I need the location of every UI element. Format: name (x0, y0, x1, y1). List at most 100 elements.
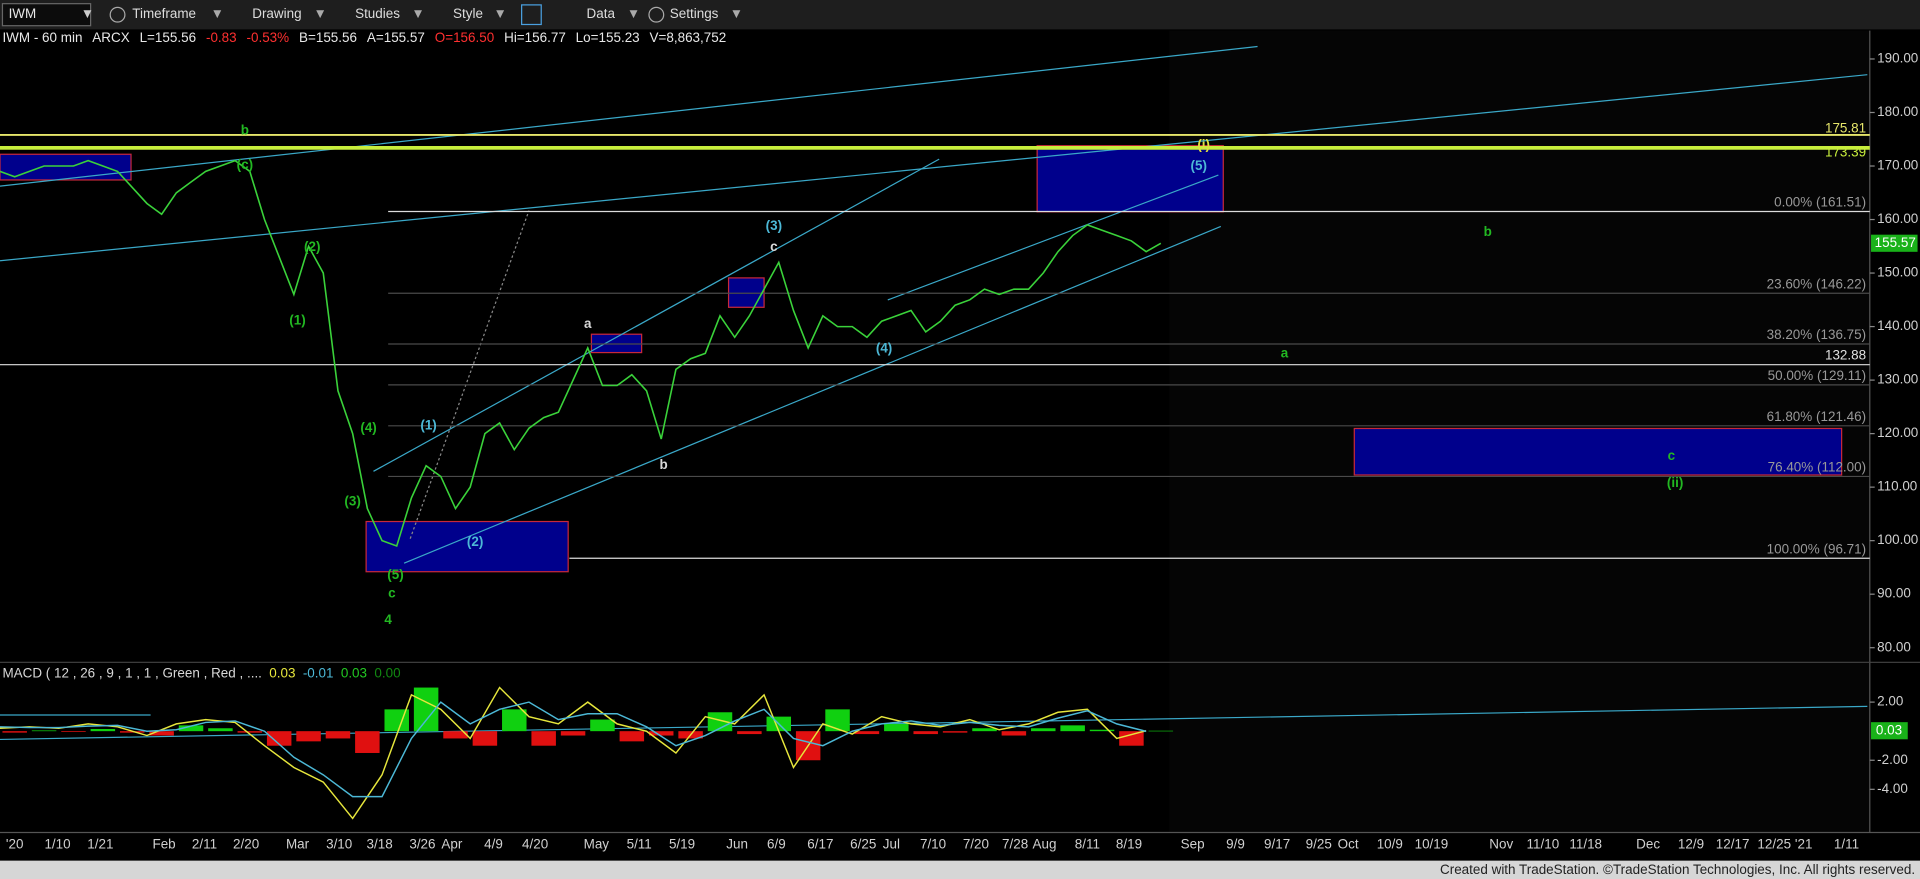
histogram-bar (325, 731, 351, 739)
trend-line (403, 225, 1222, 564)
histogram-bar (90, 728, 116, 732)
x-tick-label: 12/17 (1716, 836, 1750, 851)
x-tick-label: 8/11 (1075, 836, 1100, 851)
wave-label: c (388, 585, 396, 600)
icon (648, 6, 665, 23)
icon (109, 6, 126, 23)
toolbar-item[interactable]: Style (453, 6, 483, 21)
x-tick-label: 1/10 (44, 836, 70, 851)
x-tick-label: 1/21 (87, 836, 113, 851)
wave-label: b (241, 123, 249, 138)
header-part: Hi=156.77 (504, 30, 566, 45)
symbol-line: IWM - 60 min ARCX L=155.56 -0.83 -0.53% … (2, 30, 726, 45)
macd-line (0, 701, 1147, 798)
x-tick-label: 7/10 (920, 836, 946, 851)
header-part: -0.83 (206, 30, 237, 45)
dropdown-arrow: ▼ (627, 6, 640, 21)
header-part: O=156.50 (435, 30, 494, 45)
x-tick-label: Apr (441, 836, 462, 851)
histogram-bar (1089, 729, 1115, 732)
zone-box (0, 153, 132, 181)
value-tag-box (1871, 722, 1908, 740)
dropdown-arrow: ▼ (313, 6, 326, 21)
x-tick-label: 3/10 (326, 836, 352, 851)
y-tick-label: 160.00 (1877, 211, 1918, 226)
histogram-bar (854, 731, 880, 735)
wave-label: (i) (1197, 137, 1210, 152)
toolbar-item[interactable]: Settings (670, 6, 719, 21)
wave-label: (3) (344, 493, 360, 508)
wave-label: a (1281, 345, 1289, 360)
dropdown-arrow: ▼ (411, 6, 424, 21)
x-tick-label: 12/25 (1757, 836, 1791, 851)
symbol[interactable]: IWM (9, 6, 37, 21)
histogram-bar (972, 728, 997, 732)
histogram-bar (1119, 731, 1144, 746)
x-tick-label: 10/19 (1415, 836, 1449, 851)
wave-label: (4) (360, 420, 376, 435)
header-part: 0.03 (269, 665, 295, 680)
x-tick-label: 4/9 (484, 836, 503, 851)
x-tick-label: Oct (1338, 836, 1359, 851)
histogram-bar (648, 731, 674, 736)
macd-header: MACD ( 12 , 26 , 9 , 1 , 1 , Green , Red… (2, 665, 400, 680)
histogram-bar (619, 731, 645, 742)
histogram-bar (1148, 730, 1174, 732)
toolbar-item[interactable]: Data (587, 6, 616, 21)
x-tick-label: 6/9 (767, 836, 786, 851)
footer: Created with TradeStation. ©TradeStation… (1440, 862, 1915, 877)
symbol-box[interactable] (1, 3, 92, 27)
x-tick-label: 10/9 (1377, 836, 1403, 851)
histogram-bar (149, 731, 174, 736)
x-tick-label: 9/9 (1226, 836, 1245, 851)
x-tick-label: 8/19 (1116, 836, 1142, 851)
x-tick-label: Dec (1636, 836, 1660, 851)
zone-box (1036, 145, 1224, 213)
fib-label: 76.40% (112.00) (1768, 459, 1866, 474)
dropdown-arrow: ▼ (211, 6, 224, 21)
toolbar-item[interactable]: Studies (355, 6, 400, 21)
toolbar-item[interactable]: Drawing (252, 6, 301, 21)
price-tag: 173.39 (1825, 144, 1866, 159)
value-tag: 0.03 (1876, 722, 1902, 737)
x-tick-label: Mar (286, 836, 310, 851)
histogram-bar (560, 731, 586, 736)
toolbar-item[interactable]: Timeframe (132, 6, 196, 21)
histogram-bar (1060, 725, 1085, 732)
histogram-bar (737, 731, 762, 735)
x-tick-label: 7/20 (963, 836, 989, 851)
header-part: B=155.56 (299, 30, 357, 45)
x-tick-label: '20 (6, 836, 24, 851)
fib-label: 100.00% (96.71) (1767, 541, 1866, 556)
price-line (0, 159, 1162, 548)
wave-label: c (1668, 448, 1676, 463)
header-part: -0.01 (303, 665, 334, 680)
header-part: Lo=155.23 (576, 30, 640, 45)
wave-label: b (660, 457, 668, 472)
y-tick-label: 100.00 (1877, 532, 1918, 547)
dropdown-arrow[interactable]: ▼ (81, 6, 94, 21)
histogram-bar (707, 712, 733, 732)
wave-label: (2) (304, 239, 320, 254)
x-tick-label: 9/17 (1264, 836, 1290, 851)
toolbar-icons: ▼ ▼ ▼ ▼ ▼ ▼ (109, 4, 743, 26)
histogram-bar (266, 731, 292, 746)
histogram-bar (61, 731, 86, 732)
zone-box (727, 277, 765, 308)
histogram-bar (884, 723, 909, 732)
dropdown-arrow: ▼ (730, 6, 743, 21)
histogram-bar (31, 730, 57, 732)
fib-label: 61.80% (121.46) (1767, 409, 1866, 424)
x-tick-label: 5/11 (627, 836, 652, 851)
x-tick-label: 9/25 (1306, 836, 1332, 851)
header-part: V=8,863,752 (650, 30, 727, 45)
histogram-bar (1001, 731, 1027, 736)
wave-label: 4 (384, 612, 392, 627)
price-tag: 175.81 (1825, 120, 1866, 135)
x-tick-label: 6/17 (807, 836, 833, 851)
x-tick-label: Feb (152, 836, 175, 851)
histogram-bar (237, 731, 263, 733)
x-tick-label: Aug (1033, 836, 1057, 851)
y-tick-label: 190.00 (1877, 51, 1918, 66)
